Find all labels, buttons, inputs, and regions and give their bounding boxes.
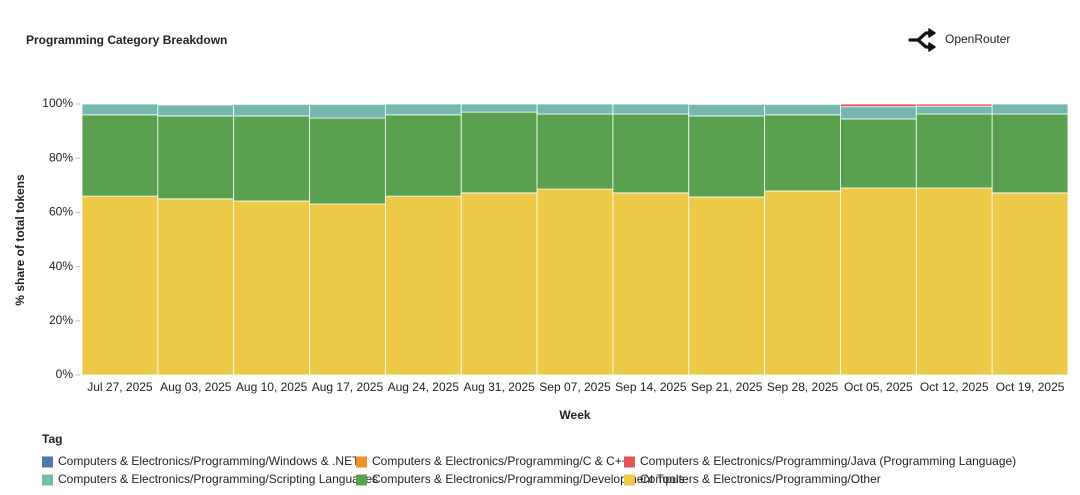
bar-segment [309,203,386,376]
legend-label: Computers & Electronics/Programming/Wind… [58,454,360,468]
bar-segment [233,200,310,376]
bar-segment [688,115,766,198]
legend-swatch [356,474,367,486]
y-tick-label: 80% [49,150,73,164]
x-tick-label: Oct 19, 2025 [996,380,1065,394]
x-tick-label: Sep 07, 2025 [539,380,611,394]
y-tick-label: 20% [49,313,73,327]
bar-segment [81,103,159,116]
bar-segment [309,117,386,205]
bar-segment [612,192,690,376]
legend-label: Computers & Electronics/Programming/Deve… [372,472,685,486]
bar-segment [81,114,159,197]
bar-segment [309,103,386,119]
bar-segment [460,103,538,113]
y-axis-label: % share of total tokens [13,174,27,306]
bar-segment [536,103,614,115]
legend-swatch [42,456,53,468]
legend-title: Tag [42,432,62,446]
bar-segment [764,190,841,376]
bar-segment [991,103,1069,115]
bar-segment [840,103,917,108]
bar-segment [384,103,462,116]
x-tick-label: Aug 10, 2025 [236,380,308,394]
legend-swatch [356,456,367,468]
brand-logo [908,28,936,52]
x-axis-label: Week [559,408,590,422]
x-tick-label: Aug 03, 2025 [160,380,232,394]
bar-segment [157,198,235,376]
x-tick-label: Sep 28, 2025 [767,380,839,394]
bar-segment [536,113,614,190]
x-tick-label: Oct 12, 2025 [920,380,989,394]
bar-segment [157,104,235,117]
bar-segment [384,195,462,376]
y-tick-label: 0% [56,367,74,381]
y-tick-label: 60% [49,205,73,219]
x-tick-label: Sep 14, 2025 [615,380,687,394]
bar-segment [612,103,690,115]
bar-segment [460,111,538,194]
legend-swatch [624,456,635,468]
bar-segment [460,192,538,376]
brand-name: OpenRouter [945,32,1010,46]
legend-swatch [42,474,53,486]
bar-segment [840,118,917,189]
y-tick-label: 100% [42,96,73,110]
x-tick-label: Oct 05, 2025 [844,380,913,394]
bar-segment [384,114,462,197]
bar-segment [157,115,235,200]
x-tick-label: Jul 27, 2025 [87,380,153,394]
bar-segment [536,188,614,376]
bar-segment [764,114,841,192]
x-tick-label: Aug 24, 2025 [388,380,460,394]
legend-swatch [624,474,635,486]
bar-segment [991,113,1069,194]
legend-label: Computers & Electronics/Programming/C & … [372,454,629,468]
bar-segment [81,195,159,376]
bar-segment [840,187,917,376]
bar-segment [915,103,993,107]
x-tick-label: Aug 17, 2025 [312,380,384,394]
x-tick-label: Aug 31, 2025 [463,380,535,394]
bar-segment [991,192,1069,376]
bar-segment [915,105,993,115]
bar-segment [612,113,690,194]
bar-segment [233,115,310,202]
bar-segment [688,196,766,376]
x-tick-label: Sep 21, 2025 [691,380,763,394]
bar-segment [915,187,993,376]
legend-label: Computers & Electronics/Programming/Java… [640,454,1016,468]
bar-segment [915,113,993,189]
legend-label: Computers & Electronics/Programming/Othe… [640,472,881,486]
legend-label: Computers & Electronics/Programming/Scri… [58,472,378,486]
y-tick-label: 40% [49,259,73,273]
chart-title: Programming Category Breakdown [26,33,227,47]
bar-segment [764,103,841,116]
bar-segment [233,103,310,117]
bar-segment [688,103,766,117]
bar-segment [840,106,917,120]
